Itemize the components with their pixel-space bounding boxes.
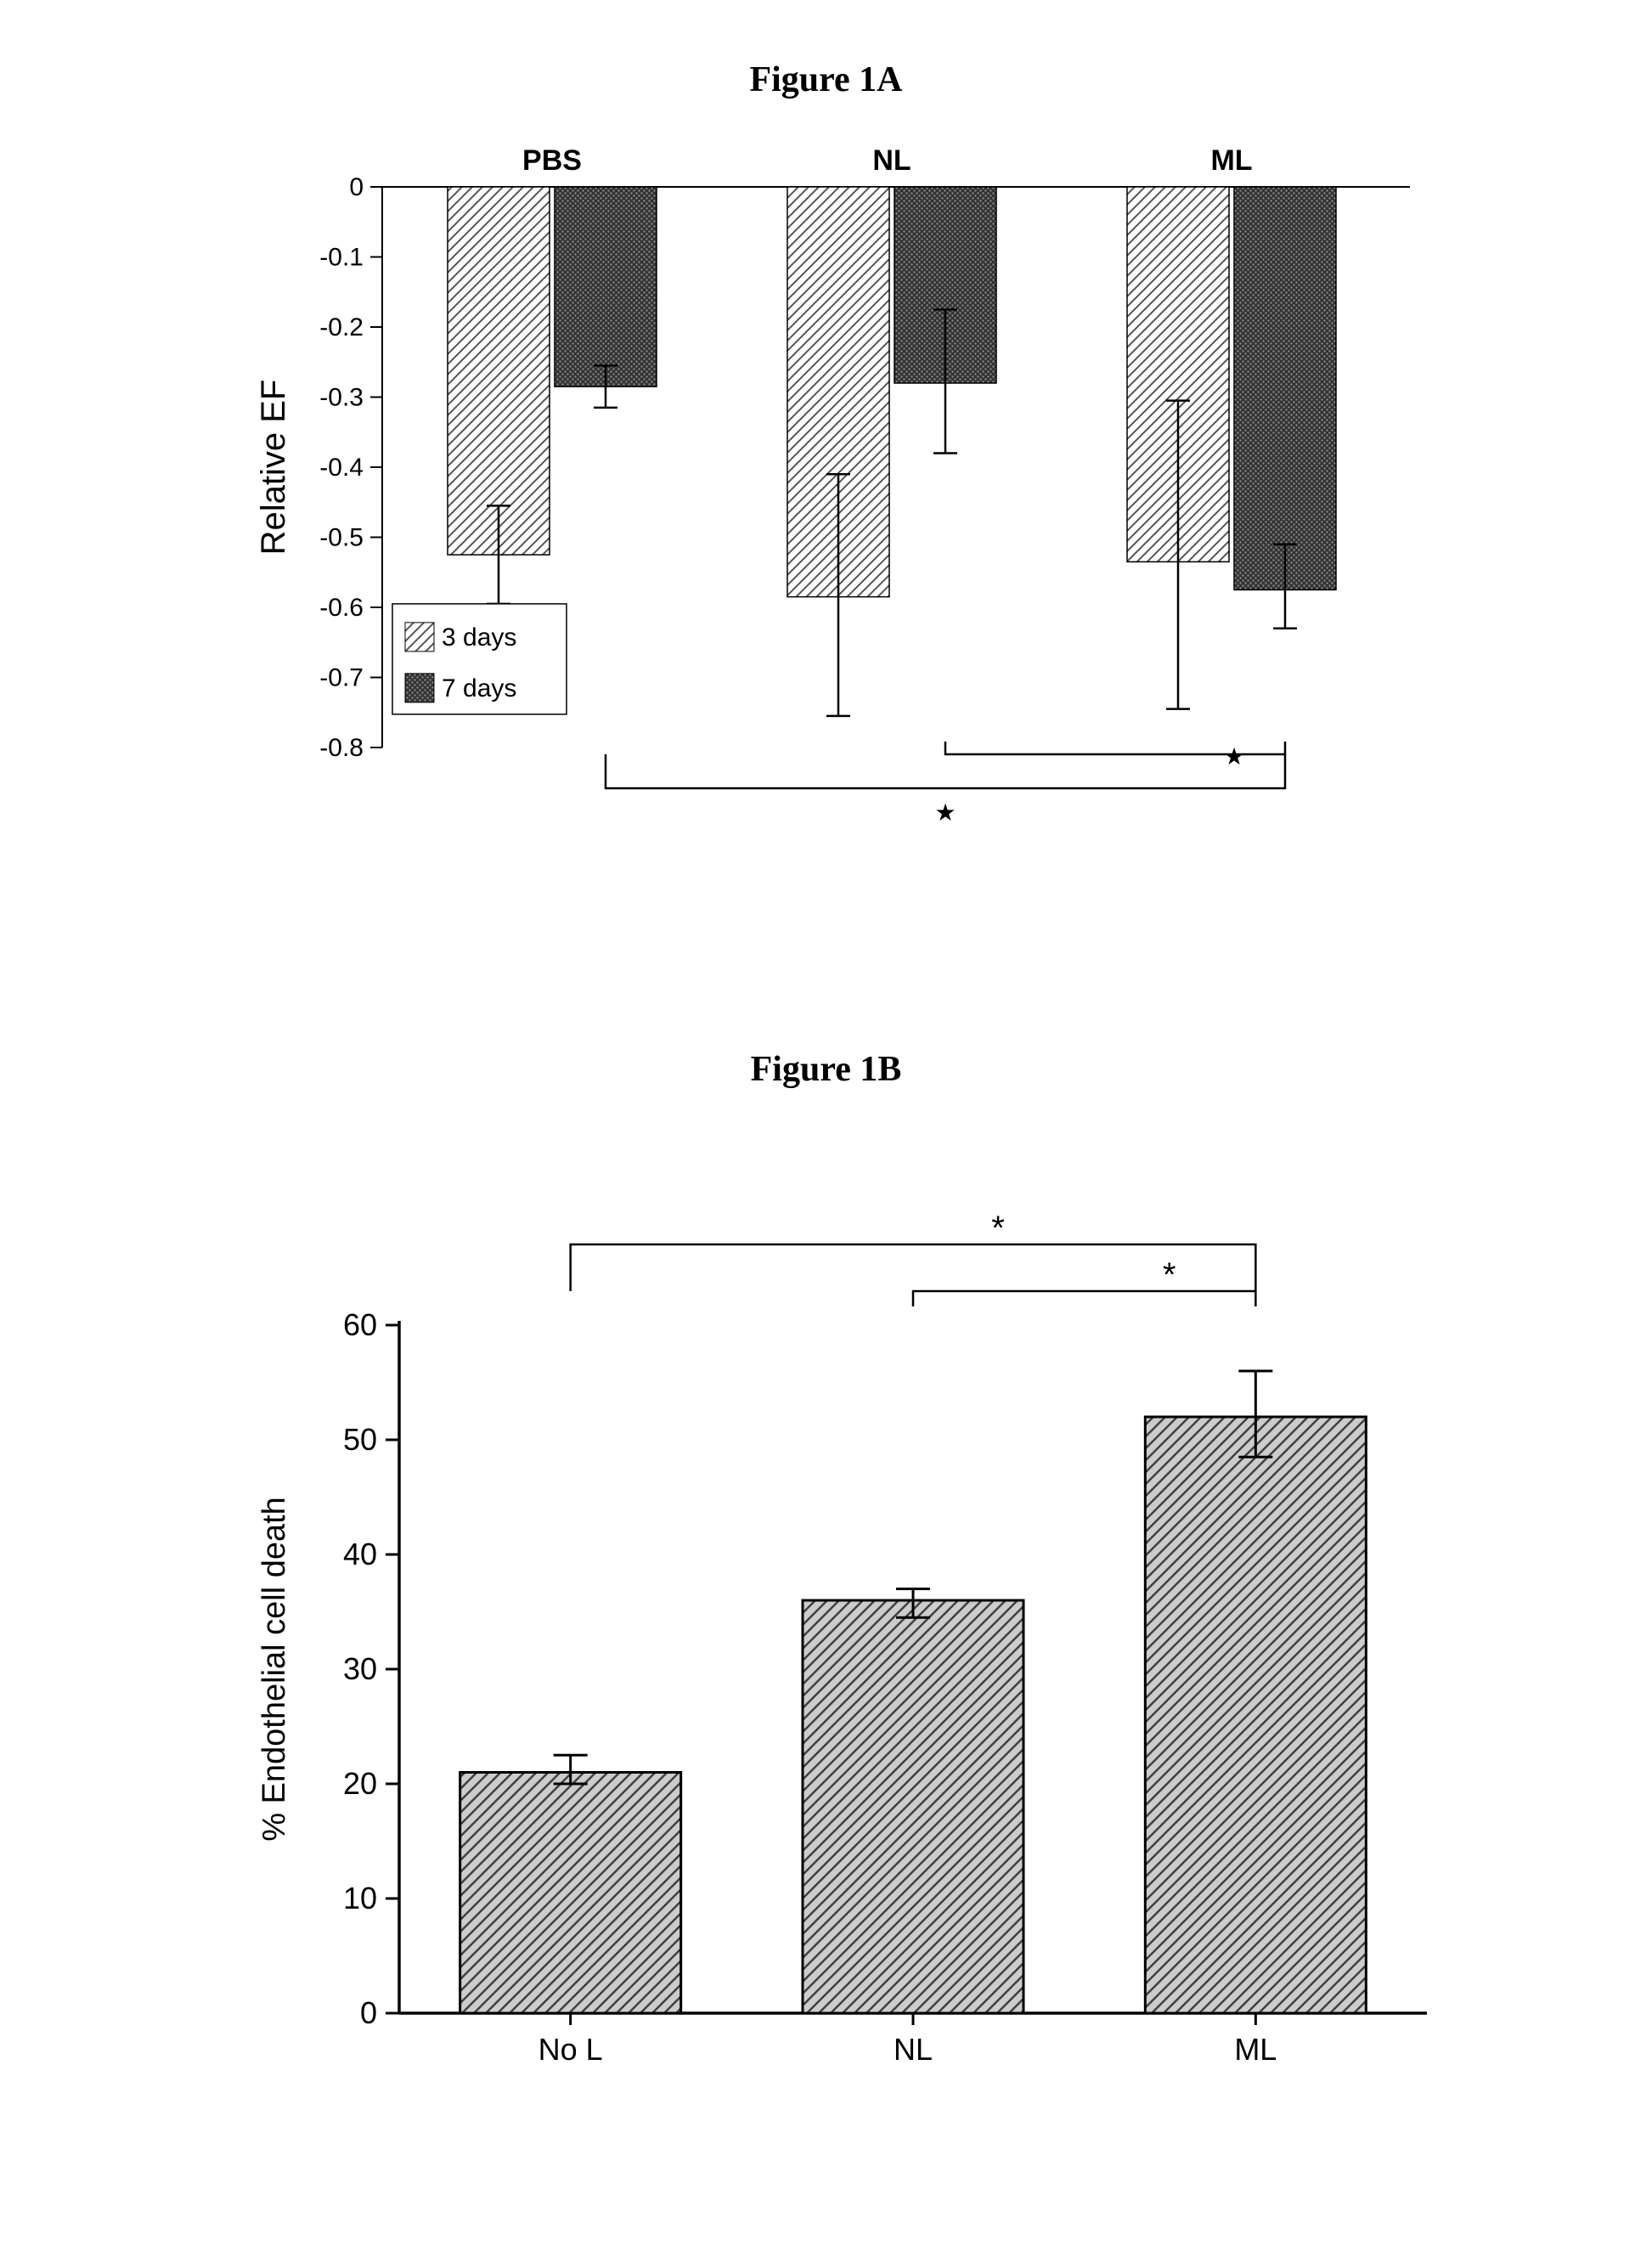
figure-b-title: Figure 1B — [751, 1049, 902, 1090]
significance-star: * — [1163, 1256, 1176, 1294]
bar — [1234, 187, 1336, 590]
svg-text:-0.1: -0.1 — [319, 244, 364, 272]
svg-text:-0.4: -0.4 — [319, 454, 364, 482]
svg-text:30: 30 — [343, 1651, 377, 1686]
significance-star: ★ — [1223, 743, 1244, 770]
category-label: No L — [538, 2032, 603, 2067]
svg-text:-0.8: -0.8 — [319, 734, 364, 762]
svg-text:60: 60 — [343, 1307, 377, 1342]
significance-star: * — [991, 1210, 1005, 1247]
legend-label: 3 days — [442, 623, 516, 652]
svg-text:0: 0 — [360, 1995, 377, 2030]
svg-text:NL: NL — [872, 144, 911, 177]
bar — [1145, 1417, 1366, 2013]
page: Figure 1A 0 -0.1 -0.2 -0.3 -0.4 -0.5 -0.6 -0.7 -… — [0, 0, 1652, 2251]
significance-star: ★ — [934, 799, 956, 826]
svg-text:% Endothelial cell death: % Endothelial cell death — [257, 1497, 292, 1842]
svg-text:-0.6: -0.6 — [319, 594, 364, 622]
svg-text:ML: ML — [1210, 144, 1252, 177]
svg-text:-0.5: -0.5 — [319, 524, 364, 552]
bar — [448, 187, 550, 555]
svg-text:-0.3: -0.3 — [319, 384, 364, 412]
svg-text:20: 20 — [343, 1766, 377, 1801]
category-label: ML — [1234, 2032, 1277, 2067]
svg-text:40: 40 — [343, 1537, 377, 1571]
svg-text:Relative EF: Relative EF — [255, 380, 292, 556]
svg-text:-0.2: -0.2 — [319, 313, 364, 341]
svg-text:-0.7: -0.7 — [319, 664, 364, 692]
svg-text:0: 0 — [349, 173, 364, 201]
category-label: NL — [894, 2032, 933, 2067]
bar — [460, 1773, 681, 2014]
bar — [803, 1600, 1023, 2013]
legend-label: 7 days — [442, 674, 516, 702]
svg-text:PBS: PBS — [522, 144, 582, 177]
svg-text:50: 50 — [343, 1422, 377, 1457]
figure-a-chart: 0 -0.1 -0.2 -0.3 -0.4 -0.5 -0.6 -0.7 -0.8 PBS NL ML… — [238, 136, 1427, 858]
bar — [555, 187, 657, 386]
svg-text:10: 10 — [343, 1881, 377, 1915]
figure-b-chart: 0 10 20 30 40 50 60 No L NL ML % Endothelial cell … — [212, 1181, 1486, 2115]
figure-a-title: Figure 1A — [749, 59, 902, 100]
